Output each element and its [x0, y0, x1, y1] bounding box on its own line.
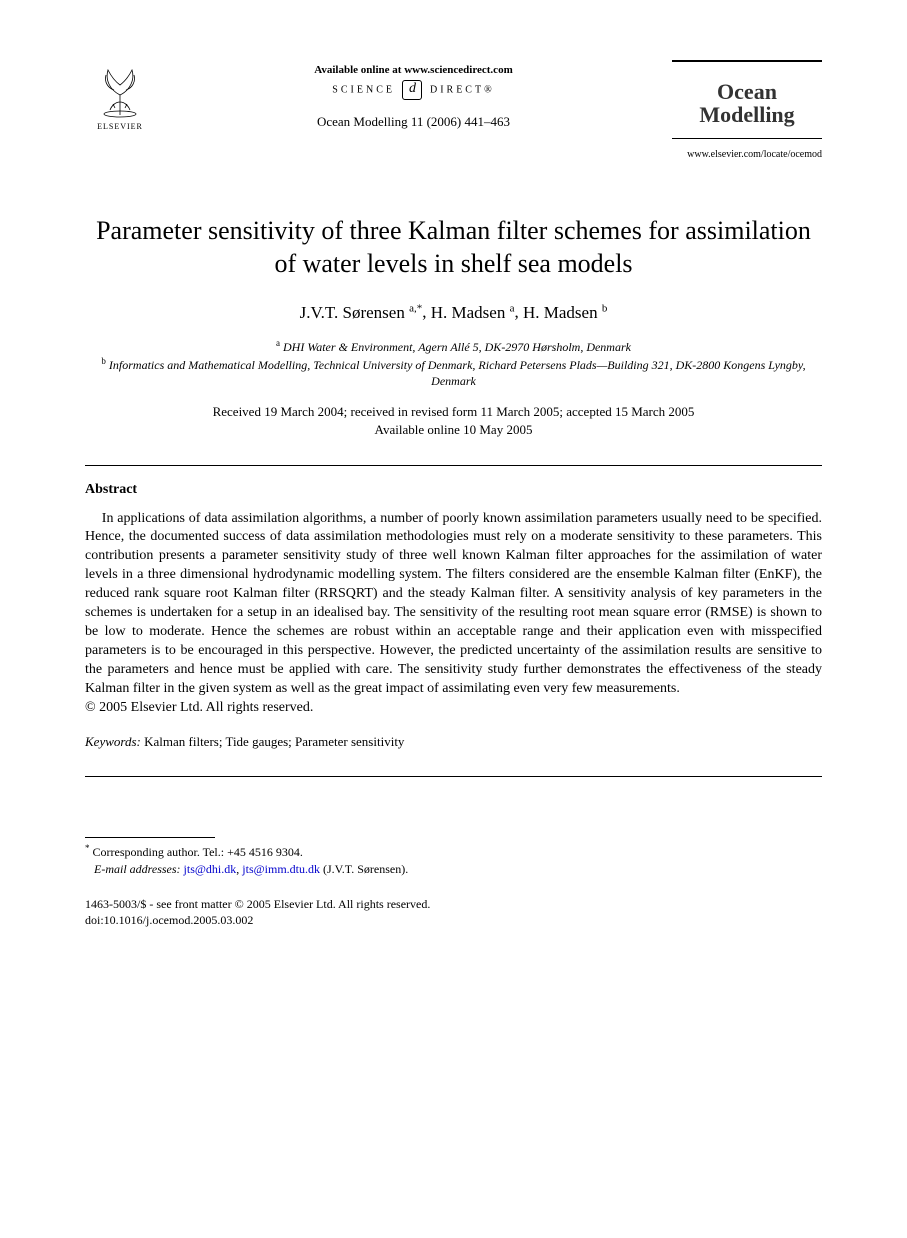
available-online-text: Available online at www.sciencedirect.co… — [155, 64, 672, 76]
front-matter-line: 1463-5003/$ - see front matter © 2005 El… — [85, 896, 822, 912]
abstract-text: In applications of data assimilation alg… — [85, 510, 822, 699]
article-title: Parameter sensitivity of three Kalman fi… — [85, 215, 822, 280]
doi-line: doi:10.1016/j.ocemod.2005.03.002 — [85, 912, 822, 928]
header-row: ELSEVIER Available online at www.science… — [85, 60, 822, 160]
keywords-label: Keywords: — [85, 734, 141, 749]
corresponding-author: * Corresponding author. Tel.: +45 4516 9… — [85, 842, 822, 861]
citation-line: Ocean Modelling 11 (2006) 441–463 — [155, 114, 672, 130]
abstract-body: In applications of data assimilation alg… — [85, 510, 822, 699]
dates-available: Available online 10 May 2005 — [85, 421, 822, 439]
journal-title-line2: Modelling — [699, 102, 794, 127]
affiliation: a DHI Water & Environment, Agern Allé 5,… — [85, 337, 822, 355]
email-link[interactable]: jts@dhi.dk — [184, 862, 237, 876]
affiliations: a DHI Water & Environment, Agern Allé 5,… — [85, 337, 822, 390]
affiliation: b Informatics and Mathematical Modelling… — [85, 355, 822, 389]
elsevier-tree-icon — [90, 60, 150, 120]
author: H. Madsen a — [431, 303, 515, 322]
email-line: E-mail addresses: jts@dhi.dk, jts@imm.dt… — [85, 861, 822, 878]
author: H. Madsen b — [523, 303, 607, 322]
abstract-heading: Abstract — [85, 482, 822, 498]
publisher-name: ELSEVIER — [85, 122, 155, 131]
article-dates: Received 19 March 2004; received in revi… — [85, 403, 822, 438]
keywords: Keywords: Kalman filters; Tide gauges; P… — [85, 734, 822, 750]
dates-received: Received 19 March 2004; received in revi… — [85, 403, 822, 421]
center-header: Available online at www.sciencedirect.co… — [155, 60, 672, 130]
journal-box: Ocean Modelling www.elsevier.com/locate/… — [672, 60, 822, 160]
divider — [85, 465, 822, 466]
paper-page: ELSEVIER Available online at www.science… — [0, 0, 907, 978]
publisher-logo: ELSEVIER — [85, 60, 155, 131]
email-attribution: (J.V.T. Sørensen). — [323, 862, 408, 876]
journal-box-rule-top — [672, 60, 822, 72]
at-icon: d — [402, 80, 422, 100]
science-direct-logo: SCIENCE d DIRECT® — [155, 80, 672, 100]
journal-title-line1: Ocean — [717, 79, 777, 104]
keywords-text: Kalman filters; Tide gauges; Parameter s… — [144, 734, 404, 749]
footnote: * Corresponding author. Tel.: +45 4516 9… — [85, 842, 822, 878]
footnote-rule — [85, 837, 215, 838]
journal-url: www.elsevier.com/locate/ocemod — [672, 149, 822, 160]
email-label: E-mail addresses: — [94, 862, 181, 876]
email-link[interactable]: jts@imm.dtu.dk — [242, 862, 320, 876]
science-direct-right: DIRECT® — [430, 84, 495, 95]
journal-box-rule-bottom — [672, 138, 822, 143]
author-list: J.V.T. Sørensen a,*, H. Madsen a, H. Mad… — [85, 302, 822, 323]
journal-title: Ocean Modelling — [672, 72, 822, 138]
author: J.V.T. Sørensen a,* — [300, 303, 423, 322]
footer: 1463-5003/$ - see front matter © 2005 El… — [85, 896, 822, 928]
copyright-line: © 2005 Elsevier Ltd. All rights reserved… — [85, 700, 822, 716]
science-direct-left: SCIENCE — [332, 84, 395, 95]
divider — [85, 776, 822, 777]
